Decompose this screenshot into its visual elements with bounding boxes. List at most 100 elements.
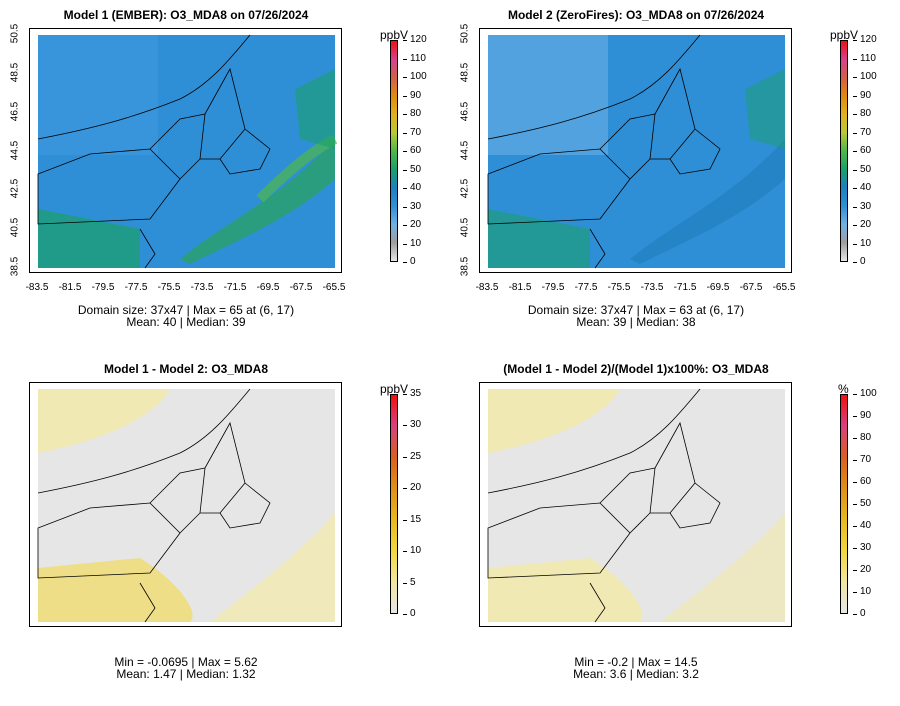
colorbar-unit: %	[838, 382, 849, 396]
colorbar-unit: ppbV	[380, 28, 409, 42]
map-canvas	[487, 34, 785, 269]
y-tick-label: 44.5	[9, 140, 21, 160]
colorbar-tick-label: 100	[403, 71, 427, 82]
x-tick-label: -65.5	[772, 282, 796, 293]
colorbar	[390, 394, 398, 614]
colorbar-tick-label: 70	[852, 126, 872, 138]
colorbar-tick-label: 70	[402, 126, 422, 138]
colorbar	[840, 40, 848, 262]
colorbar-tick-label: 5	[403, 576, 416, 588]
map-canvas	[37, 34, 338, 269]
stats-line2: Mean: 1.47 | Median: 1.32	[116, 667, 256, 681]
x-tick-label: -67.5	[289, 282, 313, 293]
colorbar-tick-label: 70	[852, 454, 872, 465]
colorbar-tick-label: 110	[853, 52, 876, 64]
x-tick-label: -73.5	[640, 282, 664, 293]
map-frame	[479, 28, 792, 273]
stats-line1: Domain size: 37x47 | Max = 65 at (6, 17)	[77, 303, 295, 317]
colorbar-tick-label: 25	[402, 450, 422, 462]
colorbar-tick-label: 40	[852, 182, 872, 193]
stats-line1: Min = -0.2 | Max = 14.5	[574, 655, 698, 669]
ozone-band	[630, 139, 785, 264]
coastline	[487, 388, 701, 494]
y-axis: 50.5 48.5 46.5 44.5 42.5 40.5 38.5	[6, 24, 28, 276]
y-tick-label: 40.5	[459, 217, 471, 238]
colorbar-unit: ppbV	[830, 28, 859, 42]
x-tick-label: -65.5	[322, 282, 346, 293]
x-tick-label: -71.5	[673, 282, 697, 293]
colorbar-tick-label: 0	[853, 256, 866, 267]
map-canvas	[37, 388, 335, 623]
colorbar-tick-label: 30	[402, 419, 422, 431]
colorbar-tick-label: 0	[403, 608, 416, 619]
colorbar-tick-label: 30	[852, 542, 872, 553]
x-tick-label: -67.5	[739, 282, 763, 293]
y-tick-label: 50.5	[459, 23, 471, 44]
colorbar-tick-label: 80	[402, 108, 422, 119]
colorbar-tick-label: 20	[402, 219, 422, 230]
map-frame	[29, 28, 342, 273]
y-tick-label: 46.5	[459, 101, 471, 121]
y-tick-label: 46.5	[9, 101, 21, 121]
colorbar	[390, 40, 398, 262]
colorbar-tick-label: 15	[402, 513, 422, 525]
stats-line2: Mean: 3.6 | Median: 3.2	[573, 667, 699, 681]
colorbar-tick-label: 50	[852, 163, 872, 175]
y-tick-label: 48.5	[459, 62, 471, 83]
y-tick-label: 44.5	[459, 140, 471, 160]
y-tick-label: 38.5	[459, 256, 471, 277]
x-tick-label: -73.5	[190, 282, 214, 293]
colorbar-tick-label: 60	[402, 145, 422, 156]
panel-title: (Model 1 - Model 2)/(Model 1)x100%: O3_M…	[503, 362, 769, 376]
colorbar-tick-label: 40	[402, 182, 422, 193]
coastline	[37, 34, 251, 140]
x-tick-label: -77.5	[574, 282, 598, 293]
y-tick-label: 42.5	[459, 179, 471, 199]
x-tick-label: -75.5	[157, 282, 181, 293]
x-tick-label: -81.5	[58, 282, 82, 293]
x-tick-label: -75.5	[607, 282, 631, 293]
colorbar-tick-label: 20	[402, 482, 422, 494]
x-axis: -83.5 -81.5 -79.5 -77.5 -75.5 -73.5 -71.5 -69.5…	[26, 282, 346, 296]
colorbar-tick-label: 90	[852, 410, 872, 421]
colorbar-tick-label: 50	[852, 498, 872, 509]
colorbar-tick-label: 90	[852, 89, 872, 101]
map-frame	[479, 382, 792, 627]
colorbar	[840, 394, 848, 614]
stats-line2: Mean: 40 | Median: 39	[126, 315, 246, 329]
y-tick-label: 38.5	[9, 256, 21, 277]
coastline	[37, 388, 251, 494]
y-tick-label: 48.5	[9, 62, 21, 83]
colorbar-tick-label: 10	[852, 237, 872, 249]
map-frame	[29, 382, 342, 627]
colorbar-tick-label: 35	[402, 388, 422, 399]
colorbar-tick-label: 10	[852, 586, 872, 597]
map-canvas	[487, 388, 785, 623]
y-axis: 50.5 48.5 46.5 44.5 42.5 40.5 38.5	[456, 24, 478, 276]
x-tick-label: -69.5	[706, 282, 730, 293]
stats-line1: Min = -0.0695 | Max = 5.62	[114, 655, 258, 669]
x-tick-label: -69.5	[256, 282, 280, 293]
colorbar-unit: ppbV	[380, 382, 409, 396]
colorbar-tick-label: 90	[402, 89, 422, 101]
y-tick-label: 50.5	[9, 23, 21, 44]
x-axis: -83.5 -81.5 -79.5 -77.5 -75.5 -73.5 -71.5 -69.5…	[476, 282, 796, 296]
colorbar-tick-label: 10	[402, 237, 422, 249]
colorbar-tick-label: 120	[853, 34, 877, 45]
colorbar-tick-label: 110	[403, 52, 426, 64]
y-tick-label: 42.5	[9, 179, 21, 199]
panel-title: Model 2 (ZeroFires): O3_MDA8 on 07/26/20…	[507, 8, 765, 22]
x-tick-label: -83.5	[25, 282, 49, 293]
colorbar-tick-label: 60	[852, 476, 872, 487]
panel-title: Model 1 - Model 2: O3_MDA8	[103, 362, 269, 376]
colorbar-tick-label: 20	[852, 564, 872, 575]
colorbar-tick-label: 0	[853, 608, 866, 619]
colorbar-tick-label: 80	[852, 108, 872, 119]
colorbar-tick-label: 40	[852, 520, 872, 531]
coastline	[487, 34, 701, 140]
colorbar-tick-label: 30	[852, 200, 872, 212]
colorbar-tick-label: 10	[402, 545, 422, 557]
colorbar-tick-label: 80	[852, 432, 872, 443]
x-tick-label: -79.5	[541, 282, 565, 293]
colorbar-tick-label: 0	[403, 256, 416, 267]
